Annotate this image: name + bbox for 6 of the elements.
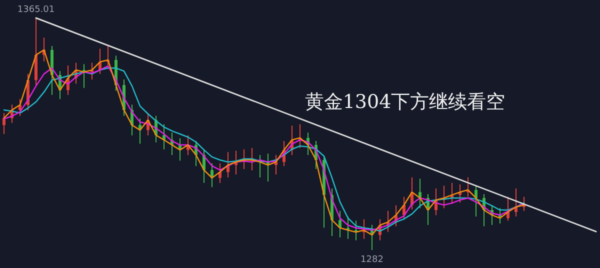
candlestick xyxy=(218,162,222,184)
text: 黄金1304下方继续看空 xyxy=(304,91,506,113)
candlestick xyxy=(338,210,342,238)
candlestick xyxy=(474,185,478,217)
annotation: 1282 xyxy=(360,255,384,265)
annotation: 1365.01 xyxy=(17,5,55,15)
